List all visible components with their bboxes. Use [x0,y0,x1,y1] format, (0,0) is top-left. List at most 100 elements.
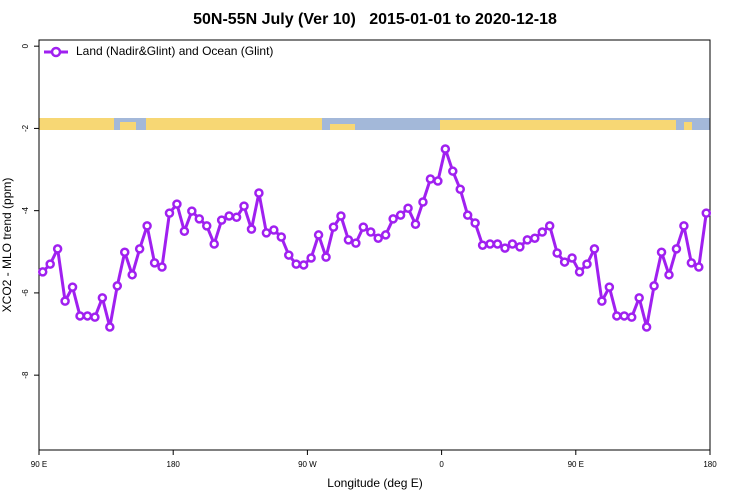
x-tick-label: 0 [439,460,444,469]
data-point [351,238,361,248]
data-point [209,239,219,249]
data-point [373,233,383,243]
data-point [52,244,63,254]
data-point [530,233,540,243]
land-band [146,118,322,130]
data-point [626,312,637,322]
data-line [41,147,708,329]
data-point [97,293,108,303]
chart-title: 50N-55N July (Ver 10) 2015-01-01 to 2020… [193,11,557,28]
data-point [500,243,510,253]
data-point [477,240,488,250]
data-point [187,206,197,216]
data-point [440,144,451,154]
data-point [686,258,697,268]
data-point [388,214,398,224]
legend-label: Land (Nadir&Glint) and Ocean (Glint) [76,44,273,58]
y-tick-label: -2 [21,124,30,132]
data-point [544,221,555,231]
data-point [507,239,518,249]
data-point [269,225,279,235]
y-tick-label: -6 [21,289,30,297]
data-point [462,210,473,220]
data-point [403,203,413,213]
x-tick-label: 90 E [31,460,47,469]
data-point [343,235,354,245]
data-point [313,230,324,240]
plot-frame [38,39,711,451]
data-point [671,244,682,254]
data-point [701,208,712,218]
data-point [246,224,257,234]
data-point [127,270,137,280]
data-point [75,311,85,321]
data-point [172,199,182,209]
data-point [425,174,436,184]
y-tick-label: -8 [21,371,30,379]
data-point [455,184,465,195]
x-tick-label: 180 [167,460,181,469]
data-point [336,211,346,221]
data-point [231,212,242,222]
data-point [291,259,301,269]
y-tick-label: 0 [21,43,30,48]
data-point [448,166,458,176]
data-point [37,267,48,277]
data-point [582,259,592,269]
data-point [634,293,644,303]
data-point [261,228,272,238]
data-point [641,322,652,332]
data-point [157,262,167,272]
data-point [328,222,339,232]
y-tick-label: -4 [21,207,30,215]
data-point [380,230,391,240]
data-point [298,260,309,270]
data-point [134,244,145,254]
data-point [485,239,495,249]
data-point [179,226,190,236]
land-ocean-strip [39,118,710,130]
land-band [684,122,692,130]
x-axis-label: Longitude (deg E) [327,476,422,490]
data-point [567,253,577,263]
data-point [649,281,659,291]
data-point [589,244,600,254]
data-point [694,262,704,272]
data-point [194,214,205,224]
data-point [418,197,428,207]
x-tick-label: 90 W [298,460,317,469]
data-point [284,250,294,260]
data-point [142,221,152,231]
data-point [515,242,525,252]
legend-marker [50,46,62,58]
x-tick-label: 180 [703,460,717,469]
data-point [216,215,227,225]
data-point [559,257,570,267]
data-point [664,270,674,280]
data-point [410,219,421,229]
data-point [492,239,503,249]
data-point [619,311,630,321]
x-tick-label: 90 E [568,460,584,469]
data-point [45,259,55,269]
data-point [306,253,316,263]
data-point [276,232,287,242]
data-point [239,201,249,211]
data-point [119,247,130,257]
land-band [120,122,136,130]
data-point [433,176,443,186]
y-axis-label: XCO2 - MLO trend (ppm) [0,178,14,313]
land-band [440,120,676,130]
data-point [105,322,115,332]
data-point [254,188,264,198]
data-point [395,210,406,220]
land-band [330,124,355,130]
data-point [522,235,533,245]
data-point [224,211,234,221]
data-point [366,227,376,237]
data-point [679,221,689,231]
data-point [358,222,369,232]
data-point [597,296,607,306]
land-band [39,118,114,130]
